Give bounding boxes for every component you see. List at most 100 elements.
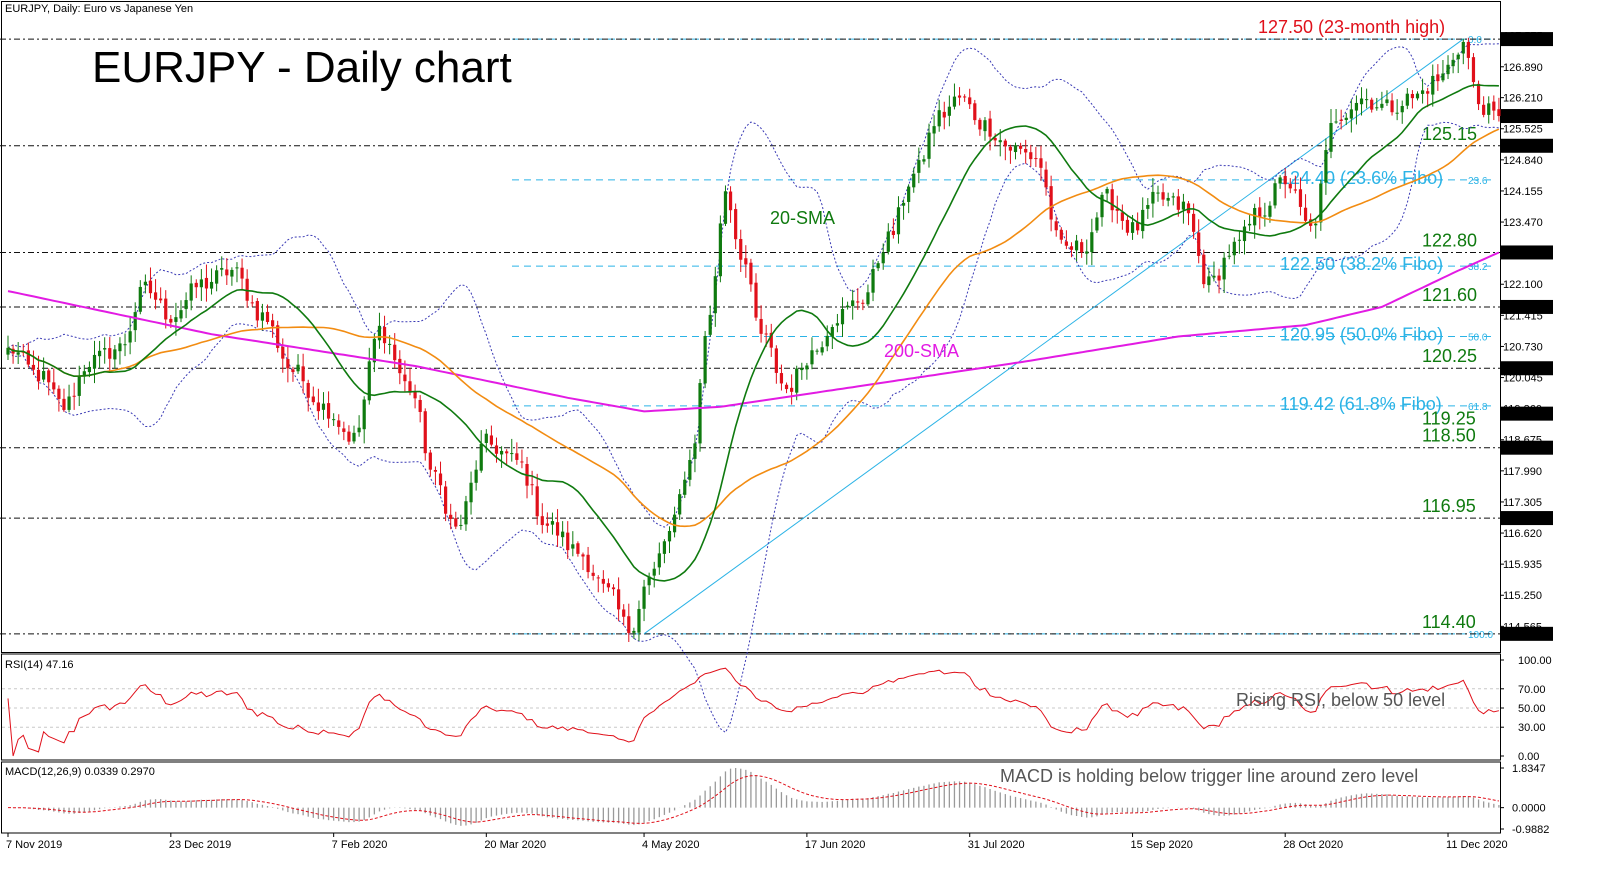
candle-body — [998, 140, 1002, 143]
candle-body — [1232, 241, 1236, 256]
candle-body — [1400, 106, 1404, 113]
bollinger-lower — [7, 121, 1499, 734]
fibo-level-label: 124.40 (23.6% Fibo) — [1280, 168, 1443, 188]
candle-body — [1080, 242, 1084, 253]
candle-body — [790, 387, 794, 392]
candle-body — [652, 568, 656, 576]
candle-body — [947, 106, 951, 116]
candle-body — [321, 403, 326, 410]
time-axis-label: 15 Sep 2020 — [1131, 839, 1193, 851]
candle-body — [917, 160, 921, 173]
candle-body — [713, 276, 717, 314]
candle-body — [627, 616, 631, 633]
price-axis-label: 116.620 — [1503, 528, 1542, 540]
time-axis-label: 31 Jul 2020 — [968, 839, 1025, 851]
candle-body — [276, 325, 280, 348]
macd-title: MACD(12,26,9) 0.0339 0.2970 — [5, 766, 155, 778]
candle-body — [103, 348, 107, 350]
candle-body — [26, 350, 30, 365]
candle-body — [6, 347, 10, 355]
candle-body — [398, 358, 402, 374]
candle-body — [1085, 251, 1089, 254]
candle-body — [1074, 240, 1079, 251]
candle-body — [973, 103, 977, 121]
level-axis-value: 122.800 — [1504, 247, 1544, 259]
macd-histogram — [12, 768, 1500, 826]
candle-body — [774, 348, 778, 373]
candle-body — [113, 349, 117, 360]
rsi-panel-frame — [1, 653, 1501, 761]
candle-body — [148, 280, 153, 294]
candle-body — [891, 230, 895, 235]
candle-body — [835, 323, 840, 326]
candle-body — [851, 300, 855, 307]
candle-body — [1293, 189, 1297, 191]
candle-body — [296, 364, 300, 372]
time-axis-label: 17 Jun 2020 — [805, 839, 866, 851]
candle-body — [820, 347, 824, 353]
level-axis-box — [1501, 626, 1553, 641]
candle-body — [723, 191, 728, 224]
candle-body — [1018, 145, 1023, 149]
candle-body — [1456, 54, 1460, 60]
candle-body — [693, 443, 697, 459]
candle-body — [1441, 73, 1445, 81]
candle-body — [800, 368, 804, 371]
candle-body — [209, 281, 214, 289]
candle-body — [907, 186, 911, 202]
candle-body — [1227, 255, 1231, 257]
level-label: 120.25 — [1422, 346, 1477, 366]
candle-body — [1303, 207, 1308, 221]
rsi-axis-label: 30.00 — [1518, 722, 1546, 734]
level-axis-value: 120.250 — [1504, 363, 1544, 375]
candle-body — [1125, 219, 1130, 233]
candle-body — [886, 231, 890, 252]
rsi-title: RSI(14) 47.16 — [5, 659, 73, 671]
candle-body — [31, 364, 36, 370]
candle-body — [805, 365, 809, 370]
candle-body — [586, 554, 590, 573]
candle-body — [153, 292, 158, 300]
candle-body — [57, 388, 61, 399]
candle-body — [881, 252, 885, 264]
fibo-level-label: 120.95 (50.0% Fibo) — [1280, 324, 1443, 344]
level-label: 121.60 — [1422, 285, 1477, 305]
candle-body — [632, 630, 636, 633]
candle-body — [611, 587, 616, 590]
candle-body — [347, 431, 351, 442]
fibo-ratio-label: 61.8 — [1468, 402, 1488, 413]
candle-body — [1151, 191, 1155, 204]
candle-body — [362, 399, 366, 430]
level-axis-box — [1501, 406, 1553, 421]
candle-body — [830, 327, 834, 337]
level-label: 125.15 — [1422, 124, 1477, 144]
candle-body — [164, 298, 168, 320]
rsi-axis-label: 0.00 — [1518, 751, 1539, 763]
uptrend-line — [643, 38, 1464, 635]
candle-body — [255, 301, 259, 321]
candle-body — [316, 402, 320, 412]
candle-body — [739, 238, 743, 260]
candle-body — [240, 267, 244, 279]
candle-body — [367, 361, 371, 401]
candle-body — [922, 159, 926, 162]
candle-body — [566, 532, 570, 551]
candle-body — [993, 137, 997, 141]
candle-body — [474, 469, 478, 483]
candle-body — [1365, 99, 1369, 101]
candle-body — [591, 572, 595, 576]
candle-body — [1171, 196, 1175, 198]
level-axis-box — [1501, 299, 1553, 314]
candle-body — [199, 279, 203, 288]
candle-body — [418, 399, 422, 412]
candle-body — [464, 501, 468, 525]
candle-body — [1415, 93, 1420, 99]
rsi-axis-label: 70.00 — [1518, 684, 1546, 696]
candle-body — [815, 350, 819, 352]
candle-body — [179, 310, 183, 319]
candle-body — [937, 110, 941, 127]
candle-body — [779, 373, 784, 384]
candle-body — [449, 514, 453, 519]
candle-body — [1258, 207, 1262, 218]
price-axis-label: 126.890 — [1503, 62, 1543, 74]
